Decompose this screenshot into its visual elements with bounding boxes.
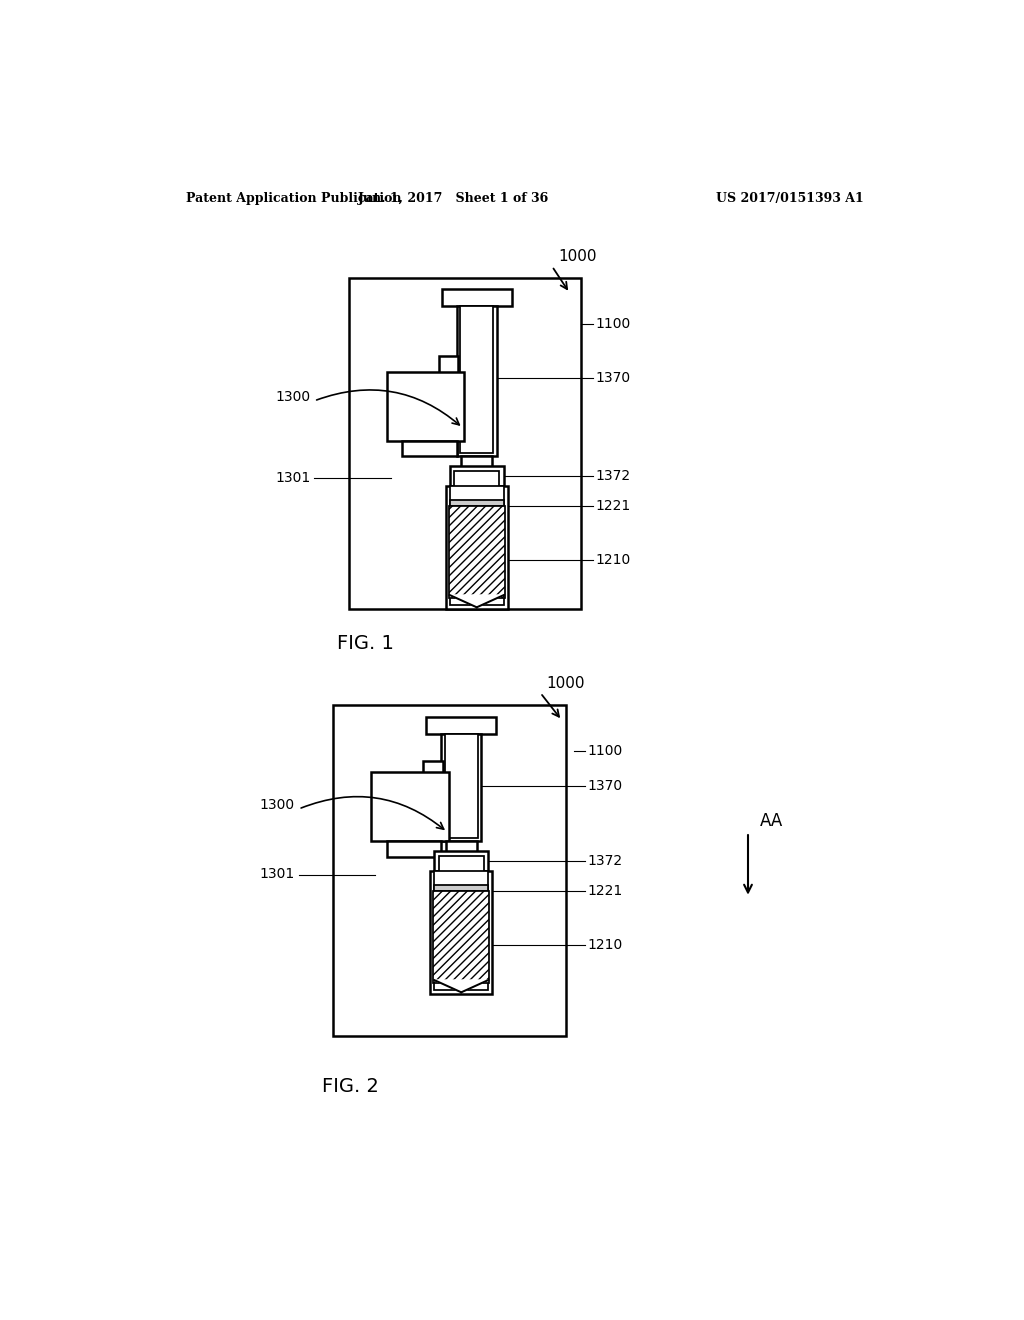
Bar <box>402 441 457 457</box>
Text: 1372: 1372 <box>588 854 623 867</box>
Bar <box>430 871 493 994</box>
Text: Jun. 1, 2017   Sheet 1 of 36: Jun. 1, 2017 Sheet 1 of 36 <box>357 191 549 205</box>
Bar <box>438 857 483 873</box>
Bar <box>423 760 442 784</box>
Text: 1000: 1000 <box>547 676 585 692</box>
Bar <box>334 705 566 1036</box>
Text: AA: AA <box>760 812 783 829</box>
Bar <box>449 506 505 598</box>
Text: 1370: 1370 <box>595 371 631 385</box>
Bar <box>426 717 496 734</box>
Bar <box>372 772 449 841</box>
Text: 1300: 1300 <box>260 799 295 812</box>
Text: 1372: 1372 <box>595 469 631 483</box>
Text: 1300: 1300 <box>275 391 310 404</box>
Bar <box>433 891 489 983</box>
Text: FIG. 2: FIG. 2 <box>322 1077 379 1096</box>
Bar <box>349 277 582 609</box>
Text: 1210: 1210 <box>595 553 631 566</box>
Text: 1100: 1100 <box>595 317 631 331</box>
Bar <box>461 306 493 453</box>
Bar <box>442 289 512 306</box>
Polygon shape <box>434 979 488 993</box>
Text: Patent Application Publication: Patent Application Publication <box>186 191 401 205</box>
Bar <box>441 734 481 841</box>
Bar <box>450 486 504 605</box>
Bar <box>450 466 504 486</box>
Bar <box>449 506 505 598</box>
Text: 1221: 1221 <box>588 884 623 899</box>
Bar <box>434 851 488 871</box>
Text: US 2017/0151393 A1: US 2017/0151393 A1 <box>717 191 864 205</box>
Bar <box>445 734 477 838</box>
Bar <box>387 841 441 857</box>
Text: 1301: 1301 <box>260 867 295 882</box>
Bar <box>445 486 508 609</box>
Bar <box>455 471 500 487</box>
Text: 1000: 1000 <box>558 249 597 264</box>
Text: 1210: 1210 <box>588 937 623 952</box>
Bar <box>434 871 488 990</box>
Bar <box>434 884 488 891</box>
Text: 1370: 1370 <box>588 779 623 793</box>
Bar <box>433 891 489 983</box>
Bar <box>438 356 458 379</box>
Bar <box>461 457 493 470</box>
Text: 1301: 1301 <box>275 471 310 484</box>
Bar <box>450 499 504 506</box>
Bar <box>445 841 477 855</box>
Text: 1221: 1221 <box>595 499 631 513</box>
Bar <box>387 372 464 441</box>
Bar <box>457 306 497 457</box>
Text: 1100: 1100 <box>588 744 623 758</box>
Text: FIG. 1: FIG. 1 <box>337 634 394 653</box>
Polygon shape <box>450 595 504 607</box>
